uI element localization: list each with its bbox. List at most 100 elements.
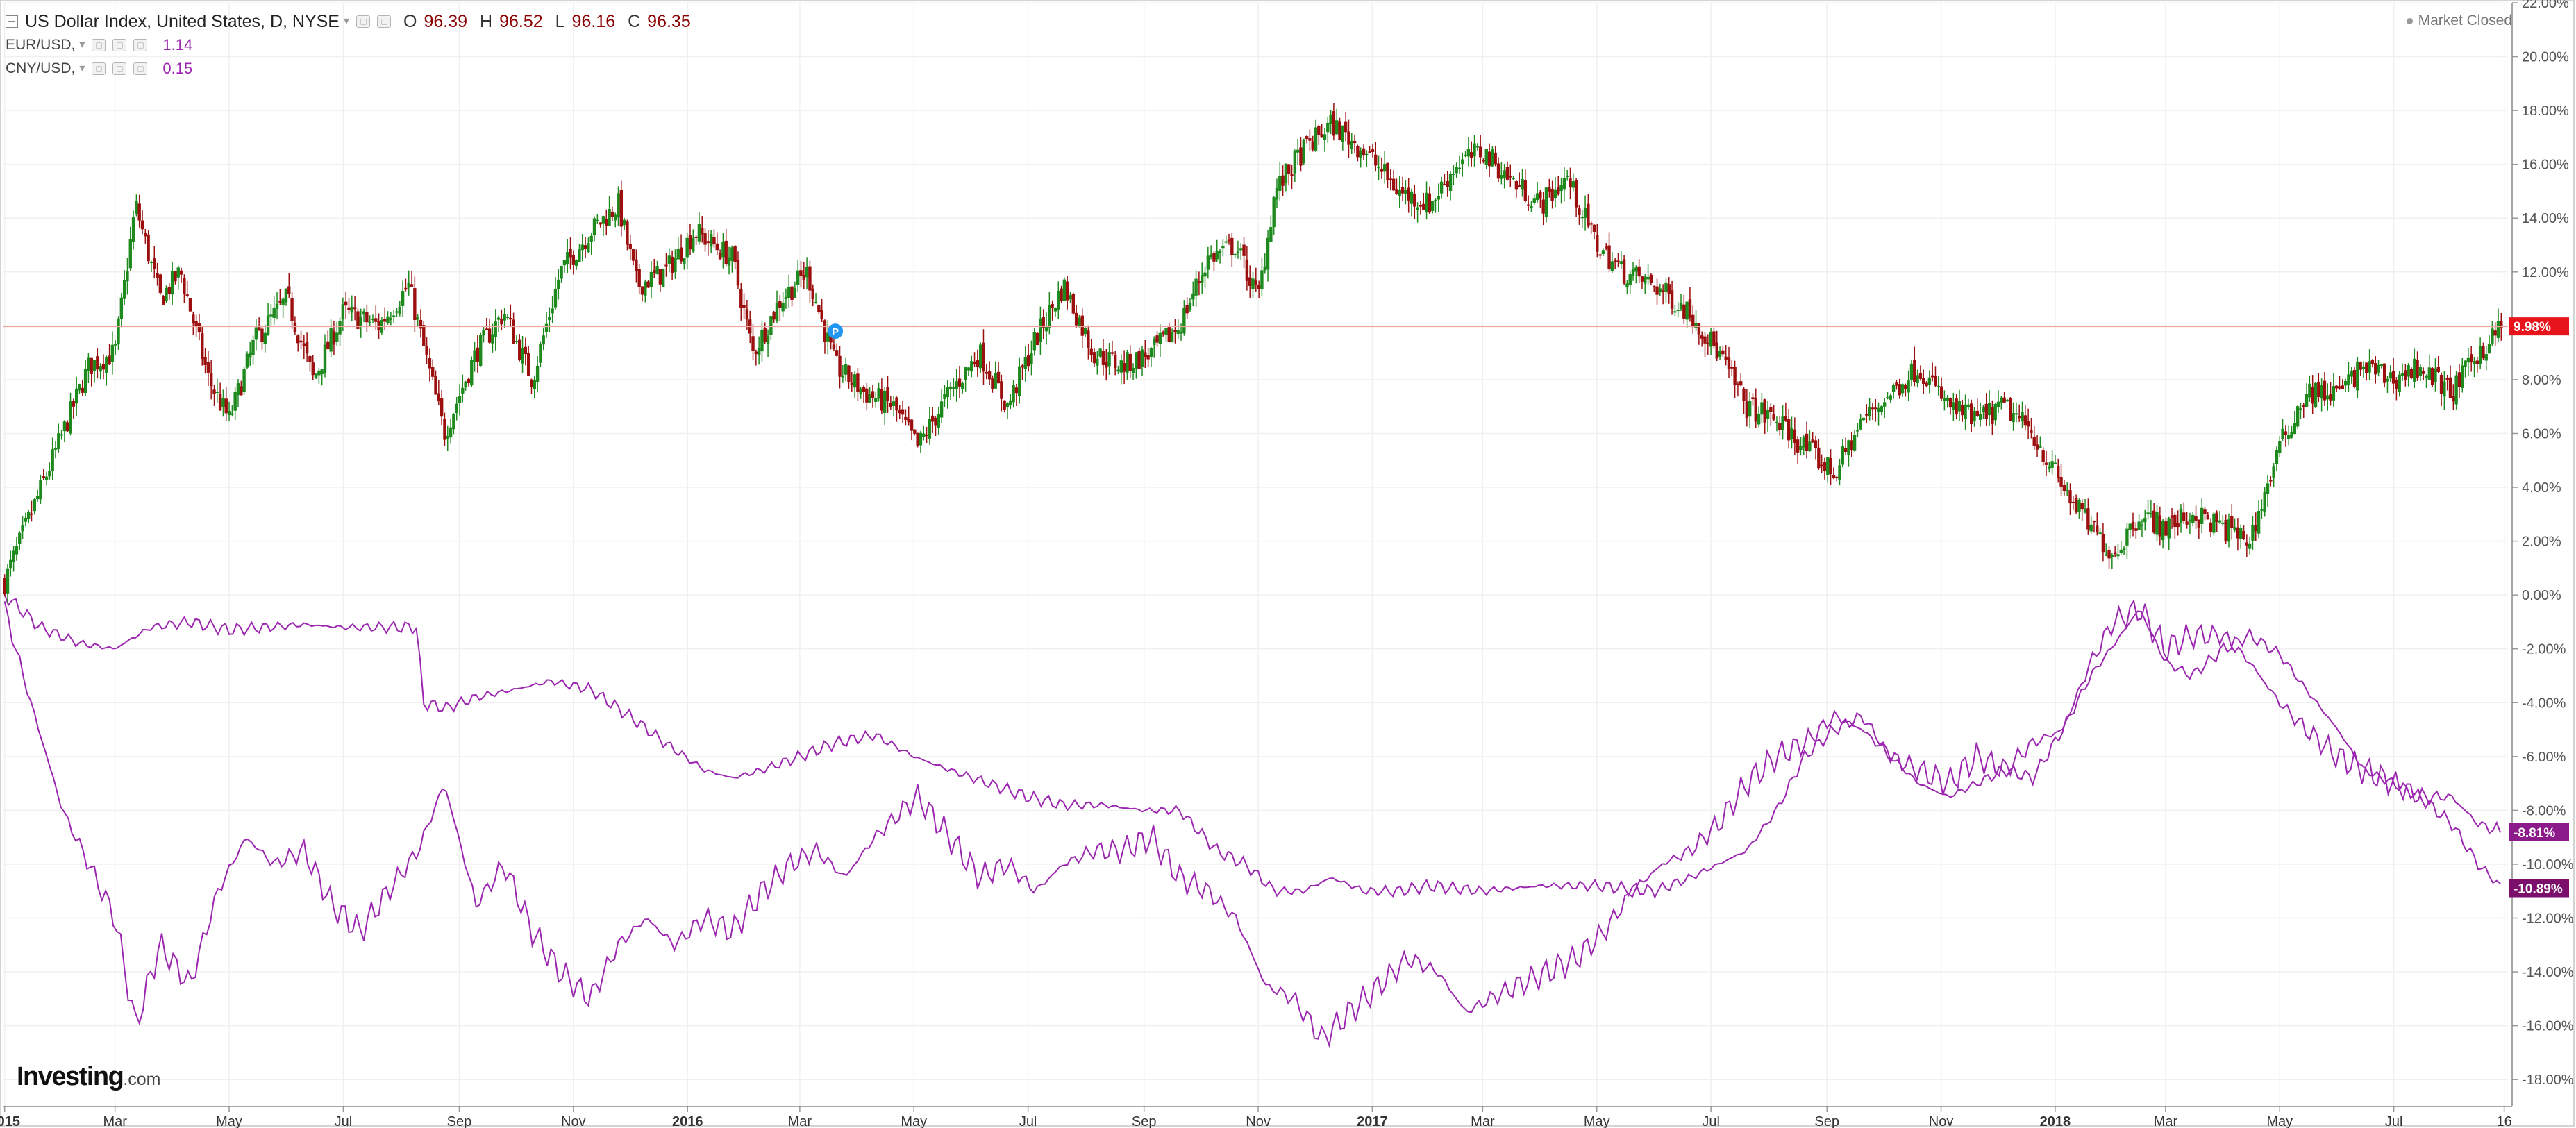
candle-body <box>2278 441 2282 453</box>
candle-body <box>1362 148 1366 156</box>
status-dot-icon <box>2406 17 2413 24</box>
visibility-icon[interactable] <box>92 39 106 51</box>
chevron-down-icon[interactable]: ▾ <box>79 39 85 51</box>
x-tick-label: Mar <box>1471 1114 1495 1128</box>
visibility-icon[interactable] <box>377 15 391 28</box>
candle-body <box>62 421 67 432</box>
candle-body <box>2200 507 2204 524</box>
candle-body <box>2062 485 2066 491</box>
candle-body <box>1293 151 1297 174</box>
candle-body <box>362 311 366 315</box>
candle-body <box>2311 387 2314 404</box>
candle-body <box>1670 290 1674 309</box>
candle-body <box>1913 360 1916 382</box>
candle-body <box>646 281 650 288</box>
candle-body <box>1721 350 1725 355</box>
candle-body <box>692 237 695 252</box>
candle-body <box>2439 374 2443 394</box>
candle-body <box>2314 382 2318 407</box>
candle-body <box>919 432 923 446</box>
main-series-title[interactable]: US Dollar Index, United States, D, NYSE <box>25 12 340 31</box>
chevron-down-icon[interactable]: ▾ <box>343 15 349 27</box>
x-tick-label: Nov <box>1246 1114 1271 1128</box>
candle-body <box>1509 176 1512 178</box>
candle-body <box>2272 466 2275 478</box>
candle-body <box>1377 167 1380 169</box>
candle-body <box>2469 354 2473 363</box>
candle-body <box>347 307 351 310</box>
candle-body <box>1948 398 1952 408</box>
candle-body <box>1395 189 1398 194</box>
candle-body <box>2308 383 2311 398</box>
candle-body <box>2012 413 2015 423</box>
candle-body <box>1514 180 1519 190</box>
candle-body <box>2242 531 2245 539</box>
settings-icon[interactable] <box>112 62 127 75</box>
candle-body <box>562 260 567 266</box>
x-tick-label: Sep <box>1132 1114 1157 1128</box>
candle-body <box>1188 303 1192 310</box>
close-icon[interactable] <box>133 62 148 75</box>
candle-body <box>826 332 830 342</box>
settings-icon[interactable] <box>112 39 127 51</box>
candle-body <box>2245 542 2249 546</box>
candle-body <box>1565 175 1569 177</box>
candle-body <box>1685 301 1689 320</box>
candle-body <box>1578 208 1581 215</box>
candle-body <box>1886 397 1889 399</box>
candle-body <box>2089 524 2093 532</box>
candle-body <box>1158 332 1162 344</box>
candle-body <box>485 328 489 330</box>
candle-body <box>2000 397 2003 403</box>
candle-body <box>1126 352 1129 373</box>
candle-body <box>1060 288 1063 301</box>
candle-body <box>1014 387 1019 394</box>
candle-body <box>904 416 908 420</box>
close-icon[interactable] <box>133 39 148 51</box>
candle-body <box>1918 373 1923 379</box>
candle-body <box>1194 278 1198 296</box>
candle-body <box>592 218 596 236</box>
candle-body <box>1078 317 1081 326</box>
candle-body <box>1320 134 1323 137</box>
candle-body <box>2436 367 2440 372</box>
event-marker-icon[interactable] <box>828 323 844 339</box>
candle-body <box>2239 528 2243 539</box>
candle-body <box>329 328 333 352</box>
y-tick-label: -8.00% <box>2522 803 2566 818</box>
candle-body <box>2182 512 2186 521</box>
candle-body <box>2320 385 2323 399</box>
cny-series-name[interactable]: CNY/USD, <box>6 60 76 76</box>
candle-body <box>2170 515 2174 518</box>
collapse-legend-icon[interactable] <box>6 15 18 28</box>
settings-icon[interactable] <box>356 15 370 28</box>
candle-body <box>1245 259 1249 281</box>
investing-logo[interactable]: Investing.com <box>17 1062 161 1092</box>
chevron-down-icon[interactable]: ▾ <box>79 62 85 74</box>
eur-series-name[interactable]: EUR/USD, <box>6 37 76 53</box>
candle-body <box>2452 396 2455 402</box>
candle-body <box>2434 368 2437 382</box>
candle-body <box>227 411 231 416</box>
candle-body <box>35 496 40 500</box>
candle-body <box>1005 403 1010 407</box>
candle-body <box>2281 428 2284 439</box>
candle-body <box>661 268 665 287</box>
visibility-icon[interactable] <box>92 62 106 75</box>
candle-body <box>2137 521 2141 530</box>
candle-body <box>350 306 354 313</box>
candle-body <box>344 301 348 306</box>
candle-body <box>994 373 997 389</box>
candle-body <box>1287 164 1291 174</box>
candle-body <box>1164 328 1168 335</box>
candle-body <box>1105 362 1108 368</box>
candle-body <box>715 243 719 251</box>
candle-body <box>886 387 889 401</box>
eur-last-value-badge: -8.81% <box>2514 826 2555 841</box>
candle-body <box>1548 187 1551 192</box>
candle-body <box>1523 180 1528 201</box>
candle-body <box>2430 368 2434 385</box>
candle-body <box>1973 411 1976 421</box>
candle-body <box>1281 175 1285 186</box>
